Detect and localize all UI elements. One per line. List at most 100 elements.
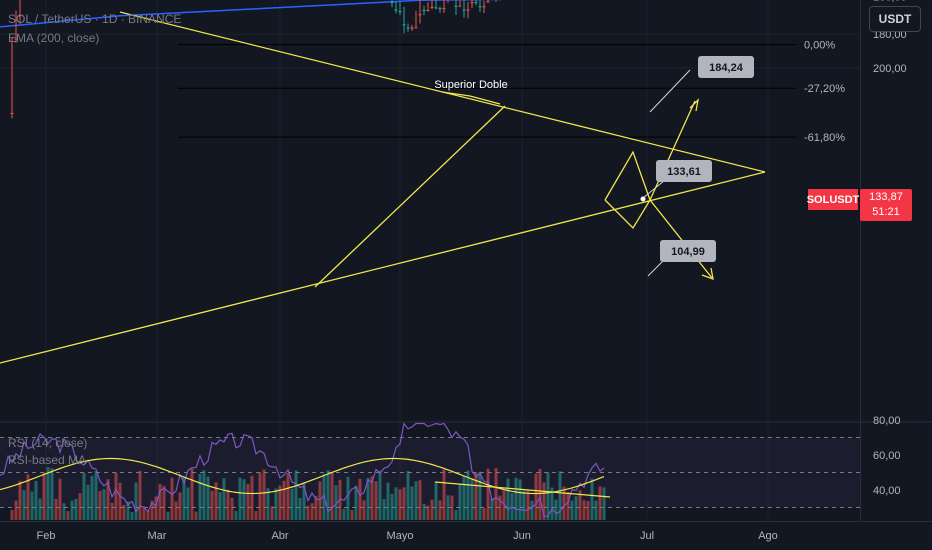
volume-bar (206, 476, 210, 520)
time-tick-label: Jun (513, 530, 531, 542)
volume-bar (22, 490, 26, 520)
candle-body (394, 9, 398, 11)
volume-bar (130, 511, 134, 520)
volume-bar (118, 482, 122, 520)
rsi-legend[interactable]: RSI (14, close) (8, 436, 88, 450)
volume-bar (598, 486, 602, 520)
volume-bar (82, 473, 86, 520)
price-tick-label: 200,00 (873, 63, 907, 75)
volume-bar (590, 478, 594, 520)
volume-bar (434, 481, 438, 520)
volume-bar (414, 481, 418, 520)
time-tick-label: Feb (37, 530, 56, 542)
volume-bar (478, 471, 482, 520)
volume-bar (78, 493, 82, 520)
volume-bar (370, 476, 374, 520)
volume-bar (162, 485, 166, 520)
volume-bar (10, 509, 14, 520)
wedge-left-line (314, 105, 506, 288)
volume-bar (70, 500, 74, 520)
volume-bar (530, 500, 534, 520)
volume-bar (458, 484, 462, 520)
volume-bar (418, 480, 422, 520)
volume-bar (218, 492, 222, 520)
volume-bar (234, 510, 238, 520)
volume-bar (226, 489, 230, 520)
volume-bar (474, 472, 478, 520)
candle-body (398, 11, 402, 13)
volume-bar (50, 468, 54, 520)
volume-bar (450, 495, 454, 520)
candle-body (410, 27, 414, 29)
volume-bar (546, 472, 550, 520)
volume-bar (566, 492, 570, 520)
candle-body (430, 6, 434, 8)
ema-legend[interactable]: EMA (200, close) (8, 31, 100, 45)
rsi-tick-label: 40,00 (873, 485, 901, 497)
volume-bar (574, 496, 578, 520)
volume-bar (170, 477, 174, 520)
candle-body (434, 7, 438, 9)
candle-body (442, 8, 446, 10)
volume-bar (494, 468, 498, 520)
volume-bar (26, 474, 30, 520)
candle-body (414, 27, 418, 29)
volume-bar (470, 478, 474, 520)
volume-bar (262, 469, 266, 520)
volume-bar (362, 500, 366, 520)
volume-bar (446, 495, 450, 520)
callout-label: 184,24 (709, 62, 744, 74)
candle-body (14, 38, 18, 40)
double-top-line (441, 91, 501, 105)
volume-bar (410, 486, 414, 520)
volume-bar (250, 475, 254, 520)
symbol-price-tag: SOLUSDT (807, 189, 859, 210)
volume-bar (330, 472, 334, 520)
last-price-value: 133,87 (869, 191, 903, 203)
volume-bar (282, 480, 286, 520)
candle-body (474, 1, 478, 3)
last-price-label: 133,87 51:21 (860, 189, 912, 221)
volume-bar (334, 485, 338, 520)
volume-bar (354, 485, 358, 520)
callout-label: 133,61 (667, 166, 701, 178)
rsi-line (0, 422, 605, 517)
volume-bar (550, 487, 554, 520)
volume-bar (578, 490, 582, 520)
callout-box (656, 160, 712, 182)
volume-bar (594, 500, 598, 520)
volume-bar (298, 497, 302, 520)
candles-group (10, 0, 501, 119)
volume-bar (54, 499, 58, 520)
volume-bar (210, 490, 214, 520)
volume-bar (254, 511, 258, 520)
volume-bar (190, 468, 194, 520)
bear-path (604, 198, 713, 279)
volume-bar (166, 511, 170, 520)
fib-label: -61,80% (804, 132, 845, 144)
volume-bar (358, 478, 362, 520)
candle-body (402, 24, 406, 26)
volume-bar (426, 505, 430, 520)
candle-body (438, 8, 442, 10)
bull-arrowhead (689, 98, 700, 112)
volume-bar (542, 482, 546, 520)
volume-bar (270, 506, 274, 520)
volume-bar (534, 473, 538, 520)
volume-bar (46, 467, 50, 520)
callout-leader (649, 69, 691, 113)
volume-bar (378, 470, 382, 520)
currency-button[interactable]: USDT (869, 6, 921, 32)
volume-bar (274, 488, 278, 520)
time-tick-label: Abr (271, 530, 288, 542)
volume-bar (42, 472, 46, 520)
ascending-trendline (0, 171, 766, 364)
volume-bar (66, 510, 70, 520)
volume-bar (178, 492, 182, 520)
volume-bar (38, 498, 42, 520)
symbol-legend[interactable]: SOL / TetherUS · 1D · BINANCE (8, 12, 182, 26)
rsi-ma-legend: RSI-based MA (8, 453, 87, 467)
volume-bar (242, 479, 246, 520)
volume-bar (430, 499, 434, 520)
